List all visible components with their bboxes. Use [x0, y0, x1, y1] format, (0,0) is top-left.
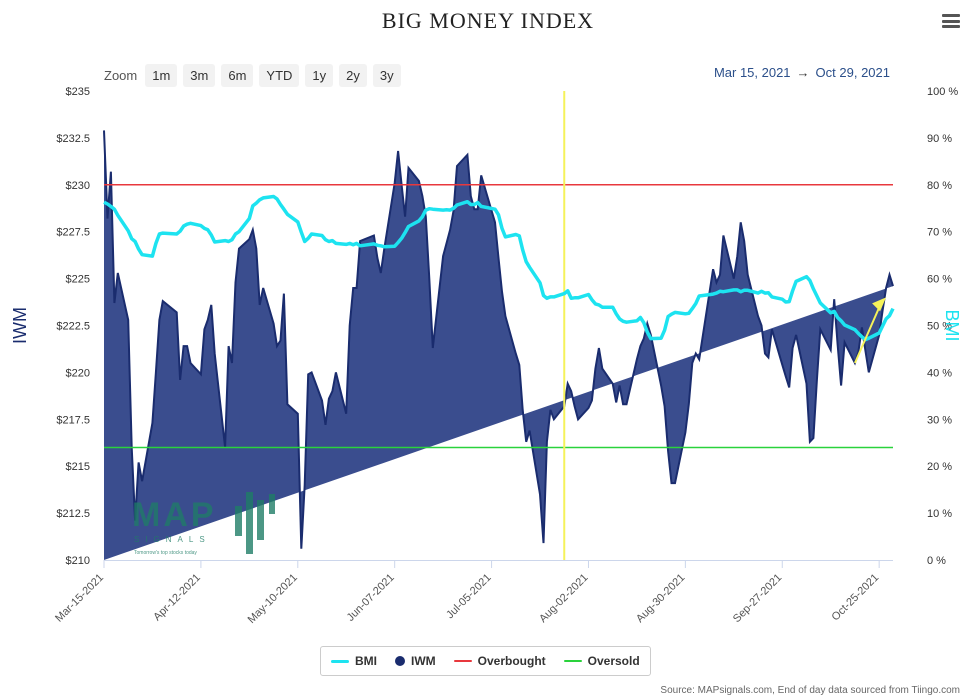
iwm-area[interactable]	[104, 130, 893, 560]
x-tick-label: Oct-25-2021	[830, 572, 882, 624]
y-left-tick-label: $230	[66, 180, 90, 192]
logo-sub: SIGNALS	[134, 535, 211, 544]
legend-item-overbought[interactable]: Overbought	[453, 654, 546, 668]
y-right-tick-label: 20 %	[927, 461, 952, 473]
legend-overbought-swatch	[453, 660, 472, 662]
y-left-tick-label: $217.5	[56, 414, 90, 426]
y-right-tick-label: 30 %	[927, 414, 952, 426]
zoom-6m-button[interactable]: 6m	[221, 64, 254, 87]
y-right-tick-label: 10 %	[927, 508, 952, 520]
zoom-ytd-button[interactable]: YTD	[259, 64, 300, 87]
map-signals-logo-mark: MAP SIGNALS Tomorrow's top stocks today	[132, 492, 275, 556]
y-right-tick-label: 70 %	[927, 227, 952, 239]
y-left-tick-label: $222.5	[56, 321, 90, 333]
date-range: Mar 15, 2021 → Oct 29, 2021	[714, 65, 890, 80]
logo-tagline: Tomorrow's top stocks today	[134, 550, 197, 556]
hamburger-menu-icon[interactable]	[942, 14, 960, 28]
legend-iwm-swatch	[395, 656, 405, 666]
map-signals-logo: MAP SIGNALS Tomorrow's top stocks today	[132, 490, 282, 565]
y-left-tick-label: $232.5	[56, 133, 90, 145]
y-right-tick-label: 60 %	[927, 274, 952, 286]
logo-text: MAP	[132, 496, 217, 534]
y-right-tick-label: 50 %	[927, 321, 952, 333]
source-note: Source: MAPsignals.com, End of day data …	[660, 685, 960, 696]
annotation-arrow-head-icon	[872, 297, 887, 312]
zoom-1y-button[interactable]: 1y	[305, 64, 334, 87]
range-to[interactable]: Oct 29, 2021	[815, 65, 890, 80]
x-tick-label: Jun-07-2021	[345, 572, 397, 624]
y-right-tick-label: 40 %	[927, 367, 952, 379]
y-left-tick-label: $225	[66, 274, 90, 286]
x-tick-label: Jul-05-2021	[444, 572, 494, 622]
chart-title: BIG MONEY INDEX	[381, 8, 595, 33]
y-left-tick-label: $215	[66, 461, 90, 473]
legend-oversold-label: Oversold	[587, 654, 640, 668]
legend-item-iwm[interactable]: IWM	[395, 654, 436, 668]
x-tick-label: Mar-15-2021	[53, 572, 106, 625]
x-tick-label: Aug-02-2021	[537, 572, 590, 625]
y-right-tick-label: 100 %	[927, 86, 958, 98]
legend-bmi-swatch	[331, 659, 349, 663]
y-left-axis-title: IWM	[10, 307, 30, 344]
zoom-1m-button[interactable]: 1m	[145, 64, 178, 87]
legend-item-bmi[interactable]: BMI	[331, 654, 377, 668]
annotation-arrow-shaft	[854, 304, 881, 364]
y-right-tick-label: 0 %	[927, 555, 946, 567]
y-left-tick-label: $212.5	[56, 508, 90, 520]
y-left-tick-label: $235	[66, 86, 90, 98]
bmi-line[interactable]	[103, 194, 895, 342]
legend-overbought-label: Overbought	[477, 654, 546, 668]
x-tick-label: Sep-27-2021	[731, 572, 784, 625]
zoom-3m-button[interactable]: 3m	[183, 64, 216, 87]
zoom-2y-button[interactable]: 2y	[339, 64, 367, 87]
y-right-tick-label: 90 %	[927, 133, 952, 145]
y-right-tick-label: 80 %	[927, 180, 952, 192]
zoom-controls: Zoom 1m 3m 6m YTD 1y 2y 3y	[104, 64, 401, 87]
y-right-axis-title: BMI	[942, 309, 962, 341]
legend-item-oversold[interactable]: Oversold	[563, 654, 640, 668]
chart-legend: BMI IWM Overbought Oversold	[320, 646, 651, 676]
zoom-3y-button[interactable]: 3y	[372, 64, 401, 87]
y-left-tick-label: $220	[66, 367, 90, 379]
x-tick-label: Aug-30-2021	[634, 572, 687, 625]
legend-bmi-label: BMI	[355, 654, 377, 668]
iwm-line[interactable]	[103, 130, 894, 549]
y-left-tick-label: $210	[66, 555, 90, 567]
legend-iwm-label: IWM	[411, 654, 436, 668]
x-tick-label: May-10-2021	[246, 572, 300, 626]
y-left-tick-label: $227.5	[56, 227, 90, 239]
logo-bars-icon	[235, 492, 275, 554]
legend-oversold-swatch	[563, 660, 582, 662]
range-arrow: →	[796, 65, 810, 80]
range-from[interactable]: Mar 15, 2021	[713, 65, 791, 80]
x-tick-label: Apr-12-2021	[151, 572, 203, 624]
zoom-label: Zoom	[104, 68, 138, 83]
